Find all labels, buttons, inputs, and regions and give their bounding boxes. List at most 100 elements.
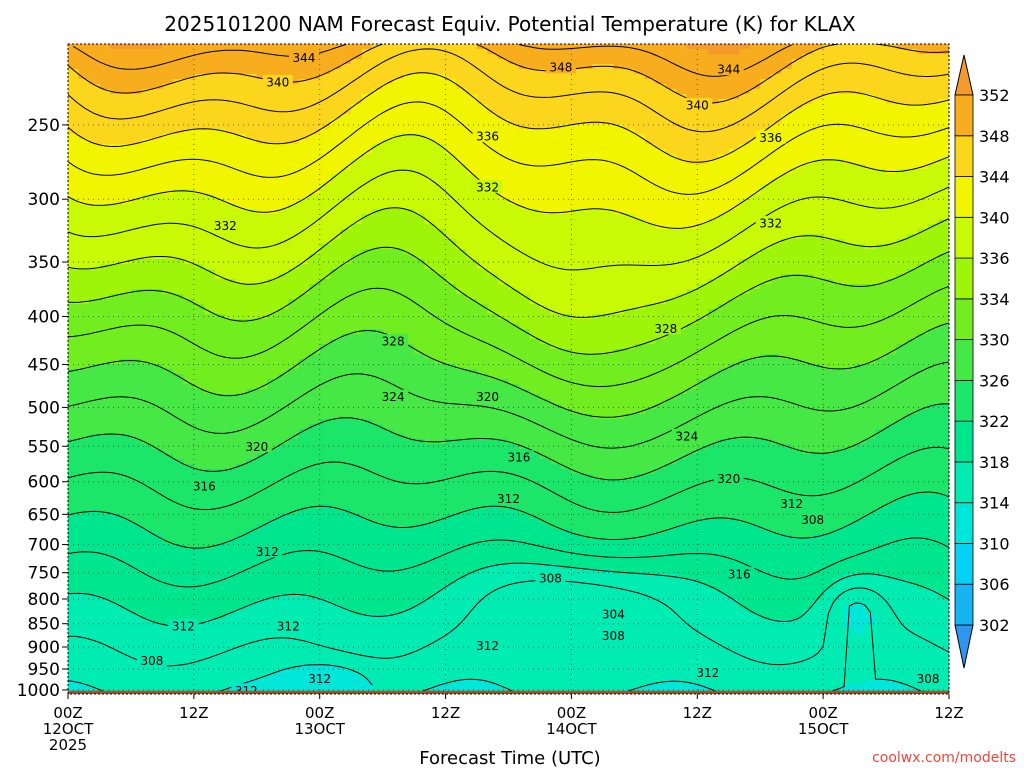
color-band-cell <box>361 154 373 160</box>
color-band-cell <box>739 114 751 120</box>
color-band-cell <box>529 309 541 315</box>
color-band-cell <box>896 304 908 310</box>
color-band-cell <box>193 144 205 150</box>
color-band-cell <box>518 154 531 160</box>
color-band-cell <box>781 169 793 175</box>
color-band-cell <box>309 249 321 255</box>
color-band-cell <box>623 314 635 320</box>
color-band-cell <box>424 284 436 290</box>
color-band-cell <box>235 244 247 250</box>
color-band-cell <box>256 304 268 310</box>
color-band-cell <box>68 249 80 255</box>
color-band-cell <box>414 269 426 275</box>
color-band-cell <box>791 214 803 220</box>
color-band-cell <box>812 329 824 335</box>
color-band-cell <box>571 319 583 325</box>
color-band-cell <box>938 154 949 160</box>
color-band-cell <box>875 279 887 285</box>
color-band-cell <box>791 69 803 75</box>
color-band-cell <box>414 129 426 135</box>
color-band-cell <box>351 309 363 315</box>
color-band-cell <box>865 239 877 245</box>
color-band-cell <box>309 114 321 120</box>
color-band-cell <box>802 244 814 250</box>
color-band-cell <box>697 224 709 230</box>
color-band-cell <box>477 289 489 295</box>
color-band-cell <box>414 309 426 315</box>
color-band-cell <box>665 254 677 260</box>
color-band-cell <box>445 269 457 275</box>
color-band-cell <box>99 134 111 140</box>
color-band-cell <box>78 174 90 180</box>
color-band-cell <box>277 124 289 130</box>
color-band-cell <box>634 309 646 315</box>
color-band-cell <box>267 114 279 120</box>
color-band-cell <box>235 219 247 225</box>
color-band-cell <box>938 299 949 305</box>
color-band-cell <box>445 84 457 90</box>
color-band-cell <box>424 204 436 210</box>
color-band-cell <box>634 179 646 185</box>
color-band-cell <box>865 289 877 295</box>
color-band-cell <box>802 279 814 285</box>
color-band-cell <box>865 144 877 150</box>
color-band-cell <box>330 314 342 320</box>
color-band-cell <box>560 324 573 330</box>
color-band-cell <box>246 334 258 340</box>
color-band-cell <box>319 114 331 120</box>
color-band-cell <box>917 234 929 240</box>
color-band-cell <box>508 54 520 60</box>
color-band-cell <box>928 149 940 155</box>
color-band-cell <box>686 59 698 65</box>
color-band-cell <box>99 49 111 55</box>
color-band-cell <box>372 319 384 325</box>
color-band-cell <box>602 49 614 55</box>
color-band-cell <box>644 134 656 140</box>
color-band-cell <box>697 204 709 210</box>
color-band-cell <box>498 89 510 95</box>
color-band-cell <box>130 164 143 170</box>
color-band-cell <box>445 159 457 165</box>
color-band-cell <box>928 119 940 125</box>
color-band-cell <box>854 264 866 270</box>
color-band-cell <box>781 134 793 140</box>
color-band-cell <box>277 324 289 330</box>
color-band-cell <box>812 299 824 305</box>
color-band-cell <box>676 99 688 105</box>
color-band-cell <box>749 299 761 305</box>
color-band-cell <box>560 284 573 290</box>
color-band-cell <box>288 329 300 335</box>
color-band-cell <box>393 194 405 200</box>
color-band-cell <box>781 209 793 215</box>
color-band-cell <box>592 104 604 110</box>
color-band-cell <box>162 119 174 125</box>
color-band-cell <box>361 334 373 340</box>
color-band-cell <box>267 289 279 295</box>
color-band-cell <box>560 269 573 275</box>
color-band-cell <box>749 139 761 145</box>
color-band-cell <box>739 189 751 195</box>
color-band-cell <box>99 169 111 175</box>
color-band-cell <box>560 74 573 80</box>
color-band-cell <box>109 74 122 80</box>
color-band-cell <box>592 309 604 315</box>
color-band-cell <box>760 169 772 175</box>
color-band-cell <box>319 294 331 300</box>
color-band-cell <box>477 254 489 260</box>
color-band-cell <box>424 264 436 270</box>
color-band-cell <box>151 304 163 310</box>
color-band-cell <box>833 304 845 310</box>
color-band-cell <box>781 244 793 250</box>
color-band-cell <box>204 299 216 305</box>
color-band-cell <box>697 334 709 340</box>
color-band-cell <box>508 324 520 330</box>
color-band-cell <box>655 234 667 240</box>
color-band-cell <box>109 274 122 280</box>
color-band-cell <box>414 139 426 145</box>
color-band-cell <box>435 269 447 275</box>
color-band-cell <box>518 94 531 100</box>
color-band-cell <box>435 134 447 140</box>
color-band-cell <box>372 44 384 50</box>
color-band-cell <box>938 54 949 60</box>
color-band-cell <box>644 304 656 310</box>
